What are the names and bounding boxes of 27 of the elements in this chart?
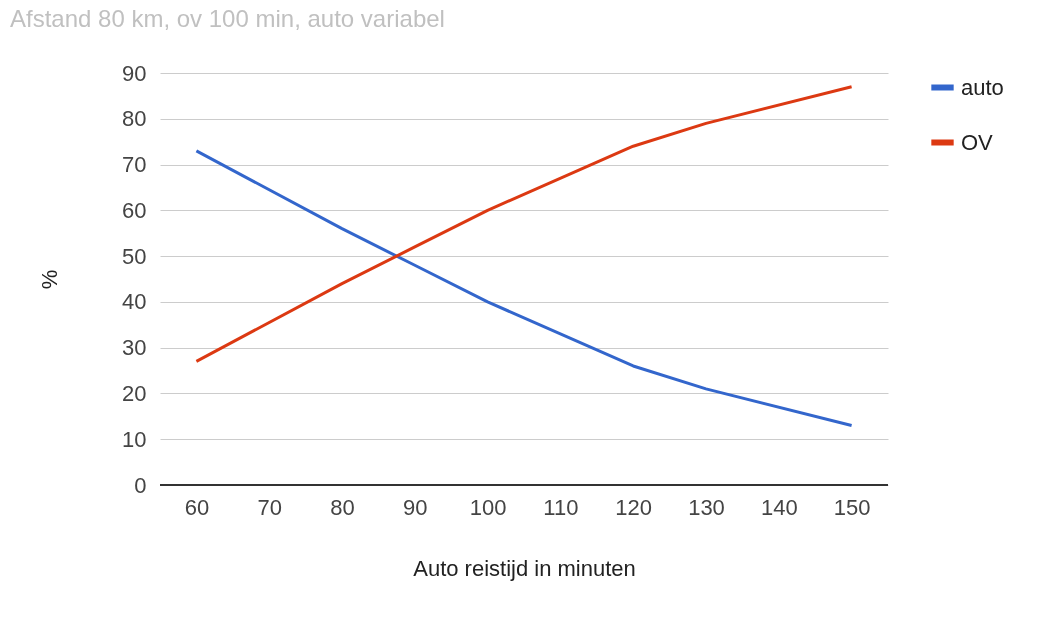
- x-tick-label: 150: [833, 494, 871, 520]
- x-tick-label: 80: [330, 494, 355, 520]
- x-tick-label: 100: [469, 494, 507, 520]
- x-tick-label: 130: [688, 494, 725, 520]
- x-axis-title: Auto reistijd in minuten: [413, 555, 636, 581]
- x-tick-label: 90: [403, 494, 428, 520]
- x-tick-label: 60: [184, 494, 210, 520]
- y-tick-label: 70: [122, 152, 147, 178]
- x-tick-label: 70: [257, 494, 282, 520]
- legend-label: OV: [961, 129, 994, 155]
- y-tick-label: 0: [134, 472, 147, 498]
- y-tick-label: 20: [122, 380, 147, 406]
- y-tick-label: 10: [122, 426, 147, 452]
- line-series: [194, 149, 854, 427]
- x-tick-label: 120: [615, 494, 653, 520]
- legend-label: auto: [961, 74, 1004, 100]
- y-tick-label: 90: [122, 60, 147, 86]
- y-tick-label: 60: [122, 197, 147, 223]
- y-axis-title: %: [37, 269, 63, 290]
- y-tick-label: 30: [122, 335, 147, 361]
- y-tick-label: 40: [122, 289, 147, 315]
- chart-title: Afstand 80 km, ov 100 min, auto variabel: [10, 5, 445, 32]
- x-tick-label: 140: [760, 494, 798, 520]
- y-tick-label: 80: [122, 106, 147, 132]
- y-tick-label: 50: [122, 243, 147, 269]
- x-tick-label: 110: [543, 494, 579, 520]
- line-series: [194, 85, 854, 363]
